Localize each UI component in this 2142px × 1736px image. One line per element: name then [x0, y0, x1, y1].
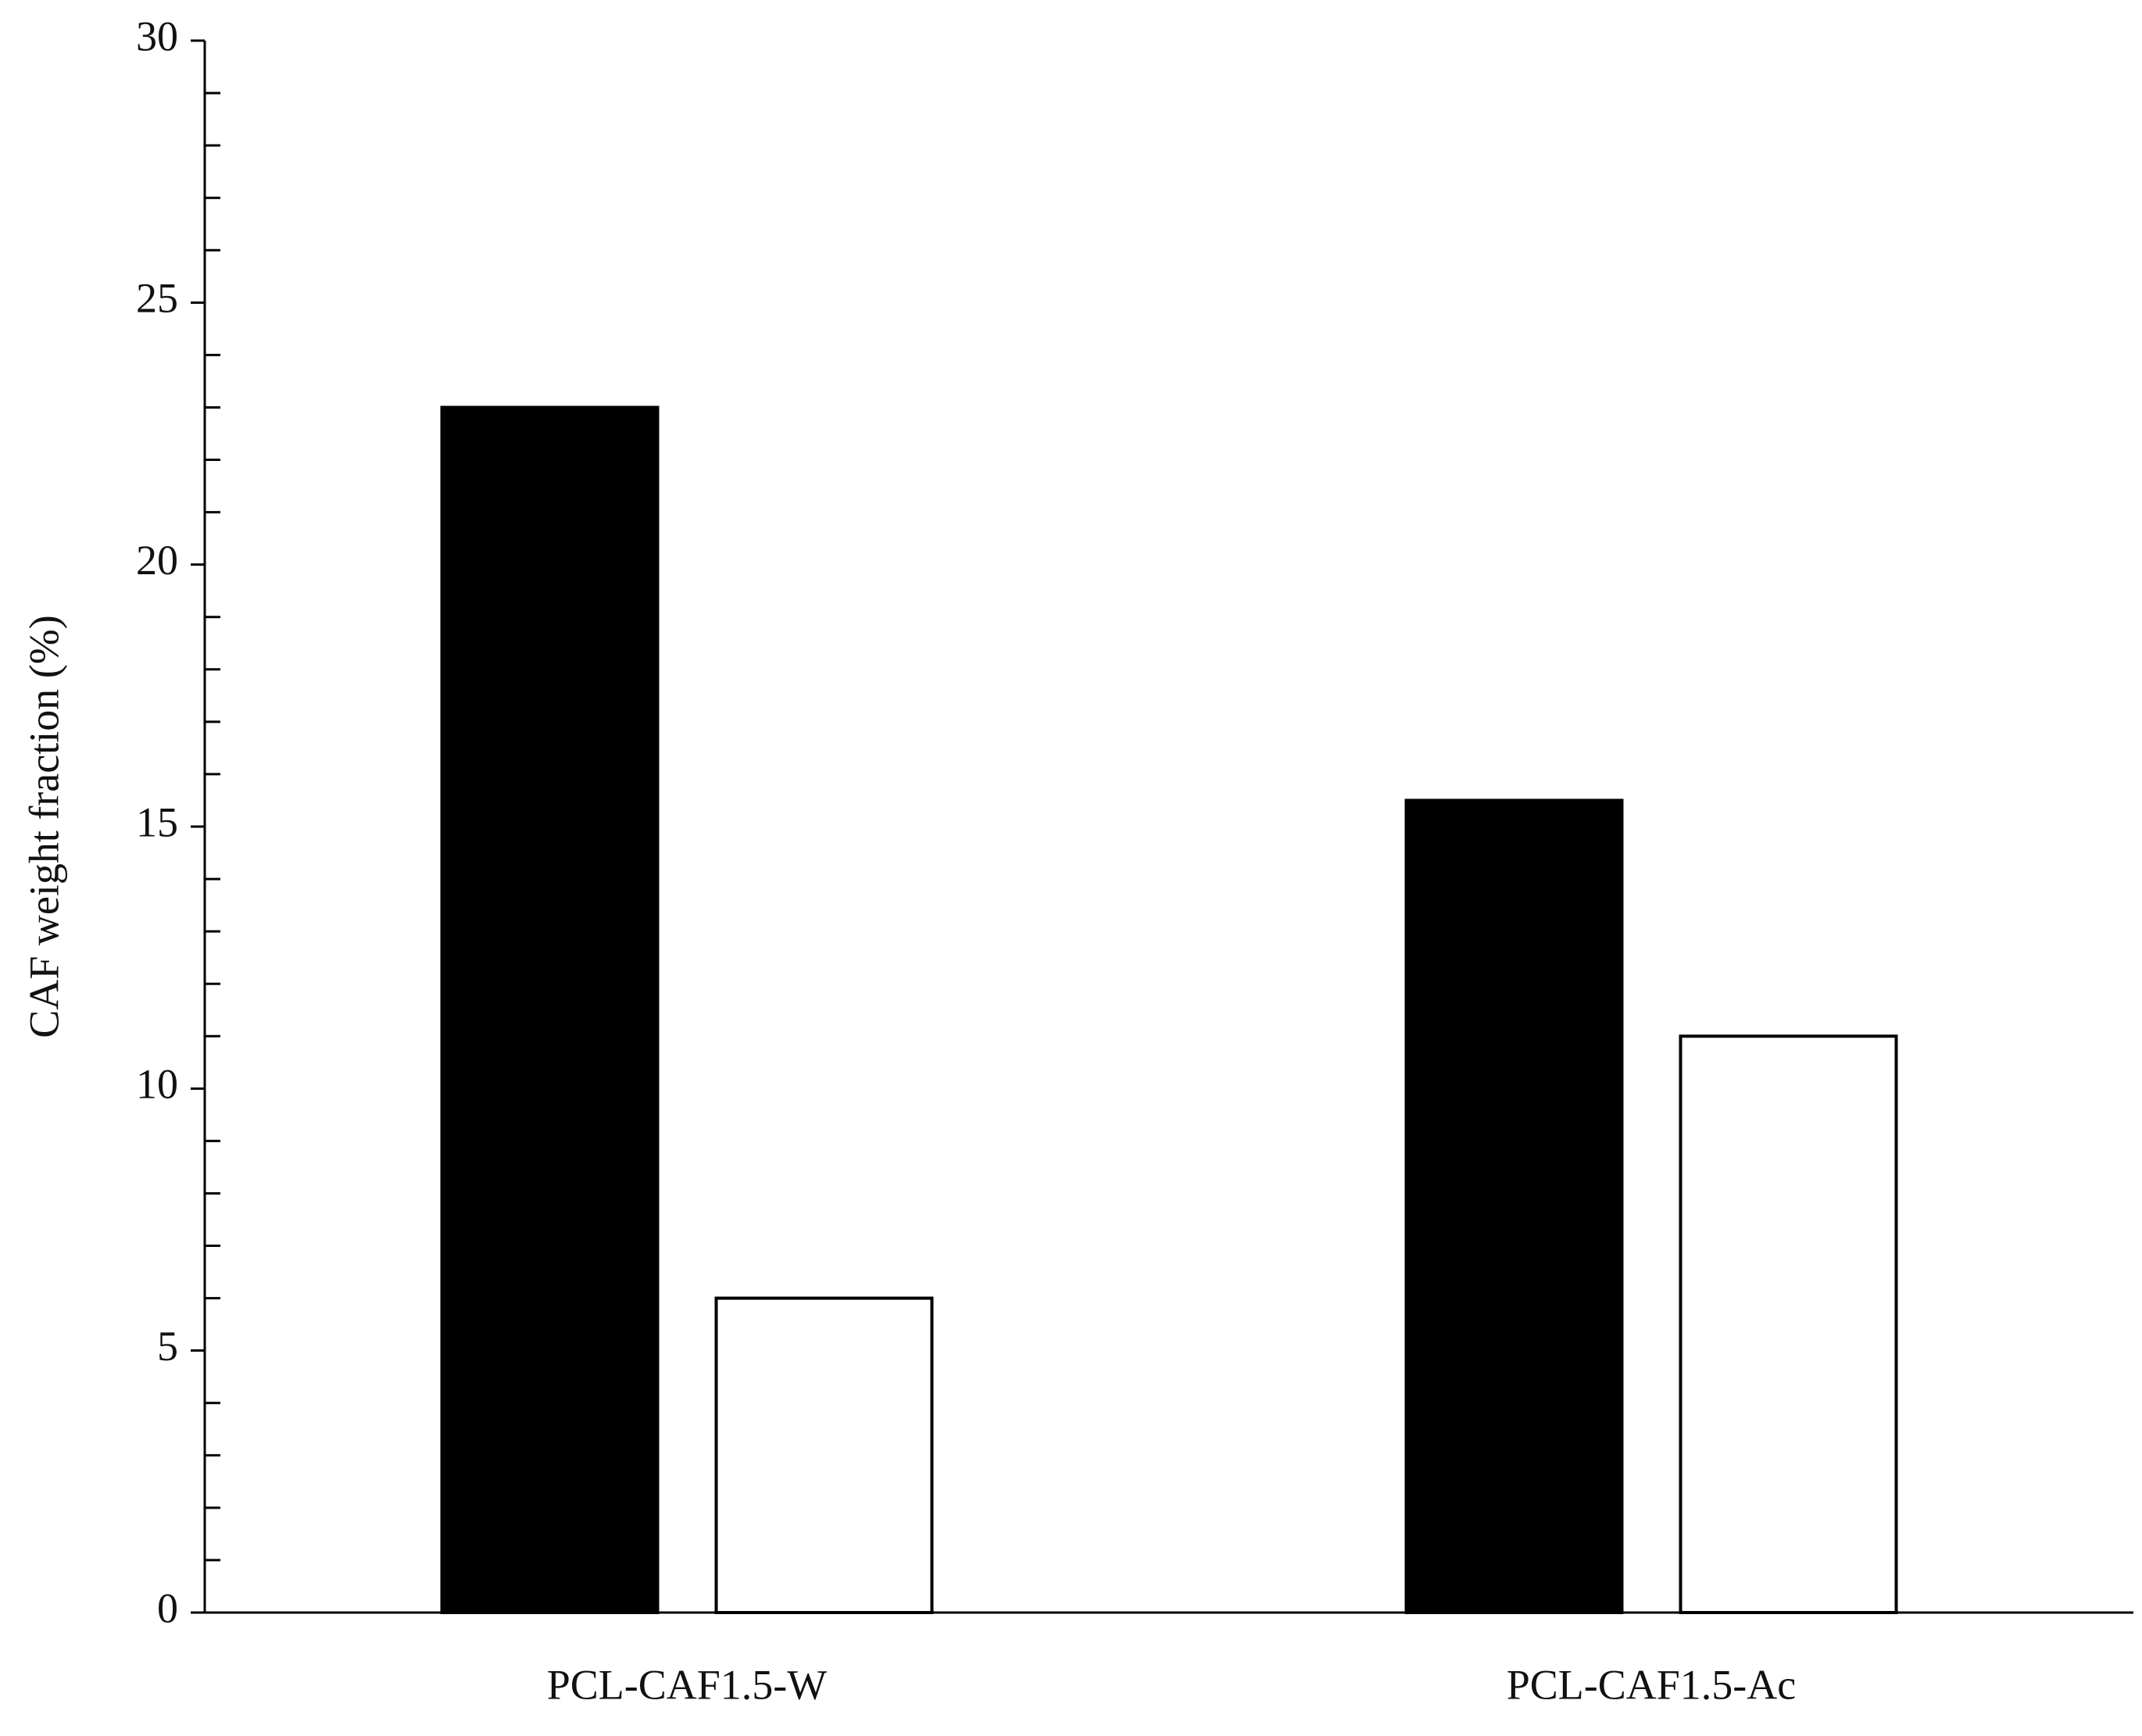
- y-tick-label: 20: [136, 537, 178, 584]
- bar: [1404, 798, 1624, 1614]
- x-tick-label: PCL-CAF1.5-W: [547, 1661, 828, 1708]
- y-tick-label: 25: [136, 275, 178, 322]
- y-tick-label: 30: [136, 13, 178, 59]
- y-tick-label: 10: [136, 1061, 178, 1108]
- y-tick-label: 0: [157, 1584, 178, 1631]
- bar: [714, 1296, 934, 1614]
- x-tick-label: PCL-CAF1.5-Ac: [1507, 1661, 1797, 1708]
- bar: [1679, 1034, 1898, 1615]
- bar: [440, 405, 660, 1614]
- y-axis-label: CAF weight fraction (%): [20, 615, 67, 1038]
- y-tick-label: 15: [136, 798, 178, 845]
- y-tick-label: 5: [157, 1323, 178, 1370]
